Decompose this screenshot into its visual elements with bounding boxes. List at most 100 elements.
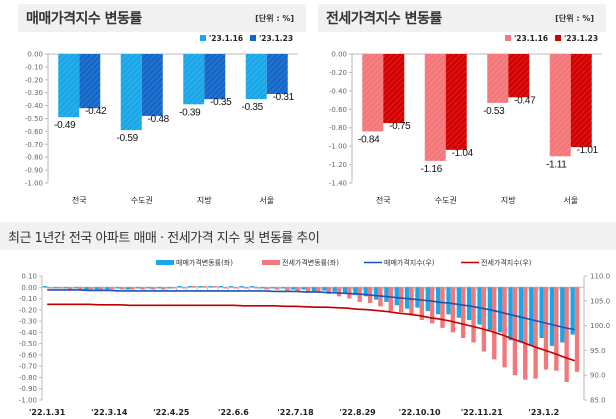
- data-label: -0.35: [242, 102, 264, 113]
- right-tick-label: 105.0: [590, 297, 610, 305]
- sales-change-bar: [342, 287, 348, 293]
- y-tick-label: -1.40: [329, 180, 347, 188]
- sales-change-bar: [373, 287, 379, 300]
- bar-prev: [183, 54, 205, 105]
- sales-panel-header: 매매가격지수 변동률 [단위 : %]: [18, 4, 306, 32]
- data-label: -0.35: [210, 97, 232, 108]
- jeonse-change-bar: [223, 287, 228, 289]
- sales-change-bar: [311, 287, 317, 292]
- bar-cur: [445, 54, 467, 150]
- x-tick-label: '22.6.6: [218, 408, 249, 417]
- jeonse-change-bar: [398, 287, 404, 313]
- right-tick-label: 95.0: [590, 347, 606, 355]
- sales-change-bar: [177, 286, 182, 288]
- sales-change-bar: [498, 287, 503, 333]
- sales-change-bar: [322, 287, 327, 291]
- jeonse-change-bar: [429, 287, 435, 324]
- sales-change-bar: [518, 287, 524, 343]
- jeonse-change-bar: [502, 287, 507, 368]
- legend-swatch-prev: [200, 35, 206, 41]
- sales-change-bar: [363, 287, 368, 297]
- jeonse-change-bar: [160, 287, 166, 290]
- jeonse-change-bar-chart: 0.00 -0.20 -0.40 -0.60 -0.80 -1.00 -1.20 -1.40 전…: [329, 34, 602, 205]
- data-label: -0.39: [179, 107, 201, 118]
- data-label: -0.53: [483, 106, 505, 117]
- y-tick-label: -0.20: [25, 76, 43, 84]
- category-label: 지방: [197, 195, 212, 205]
- sales-change-bar: [146, 287, 151, 289]
- jeonse-change-bar: [233, 287, 238, 289]
- sales-change-bar: [208, 286, 213, 288]
- left-tick-label: 0.10: [21, 273, 37, 281]
- y-tick-label: 0.00: [331, 51, 347, 59]
- bar-prev: [487, 54, 509, 103]
- sales-change-bar: [446, 287, 451, 315]
- legend-swatch-cur: [555, 35, 561, 41]
- x-tick-label: '22.3.14: [91, 408, 128, 417]
- y-tick-label: -0.30: [25, 89, 43, 97]
- right-tick-label: 85.0: [590, 397, 606, 405]
- sales-change-bar: [63, 287, 68, 289]
- jeonse-change-bar: [243, 287, 249, 289]
- sales-change-bar: [73, 287, 79, 289]
- jeonse-change-bar: [254, 287, 259, 289]
- sales-change-bar: [218, 286, 224, 288]
- right-tick-label: 100.0: [590, 322, 610, 330]
- sales-change-bar: [394, 287, 399, 306]
- trend-panel-title: 최근 1년간 전국 아파트 매매 · 전세가격 지수 및 변동률 추이: [8, 230, 320, 246]
- sales-change-bar: [467, 287, 472, 320]
- jeonse-panel-title: 전세가격지수 변동률: [326, 11, 442, 27]
- sales-change-bar: [156, 287, 161, 289]
- legend-swatch-sales-change: [156, 260, 174, 265]
- x-tick-label: '22.7.18: [277, 408, 314, 417]
- jeonse-change-bar: [388, 287, 393, 311]
- legend-label-sales-change: 매매가격변동률(좌): [176, 258, 233, 267]
- category-label: 서울: [259, 196, 274, 205]
- x-tick-label: '22.10.10: [399, 408, 441, 417]
- right-tick-label: 90.0: [590, 372, 606, 380]
- category-label: 전국: [72, 195, 87, 205]
- sales-change-bar: [239, 286, 244, 288]
- sales-change-bar: [104, 287, 110, 290]
- sales-change-bar: [53, 287, 58, 289]
- sales-change-bar: [570, 287, 575, 335]
- sales-change-bar: [229, 286, 234, 288]
- legend-label-cur: '23.1.23: [259, 34, 293, 43]
- jeonse-change-bar: [554, 287, 559, 371]
- left-tick-label: -0.90: [19, 385, 37, 393]
- jeonse-panel-header: 전세가격지수 변동률 [단위 : %]: [318, 4, 606, 32]
- category-label: 전국: [376, 195, 391, 205]
- bar-cur: [383, 54, 405, 124]
- legend-swatch-jeonse-change: [262, 260, 280, 265]
- jeonse-change-bar: [450, 287, 456, 333]
- sales-change-bar: [415, 287, 420, 308]
- y-tick-label: -0.20: [329, 69, 347, 77]
- jeonse-change-bar: [129, 287, 135, 290]
- y-tick-label: -1.00: [25, 180, 43, 188]
- left-tick-label: -0.30: [19, 318, 37, 326]
- data-label: -0.31: [273, 92, 295, 103]
- jeonse-change-bar: [202, 286, 207, 288]
- legend-label-jeonse-change: 전세가격변동률(좌): [282, 258, 339, 267]
- jeonse-change-bar: [409, 287, 414, 316]
- jeonse-change-bar: [481, 287, 487, 352]
- bar-prev: [549, 54, 571, 157]
- y-tick-label: -0.60: [25, 128, 43, 136]
- y-tick-label: -0.50: [25, 115, 43, 123]
- left-tick-label: -0.60: [19, 351, 37, 359]
- y-tick-label: -0.40: [25, 102, 43, 110]
- jeonse-change-bar: [440, 287, 445, 328]
- y-tick-label: 0.00: [27, 51, 43, 59]
- y-tick-label: -0.80: [25, 154, 43, 162]
- category-label: 수도권: [435, 195, 457, 205]
- sales-change-bar: [425, 287, 430, 311]
- sales-change-bar: [84, 287, 89, 290]
- left-tick-label: -0.70: [19, 363, 37, 371]
- sales-panel-title: 매매가격지수 변동률: [26, 11, 142, 27]
- jeonse-change-bar: [533, 287, 538, 379]
- sales-change-bar: [332, 287, 337, 292]
- jeonse-change-bar: [543, 287, 549, 370]
- data-label: -0.48: [148, 114, 170, 125]
- data-label: -0.49: [54, 120, 76, 131]
- legend-swatch-cur: [250, 35, 256, 41]
